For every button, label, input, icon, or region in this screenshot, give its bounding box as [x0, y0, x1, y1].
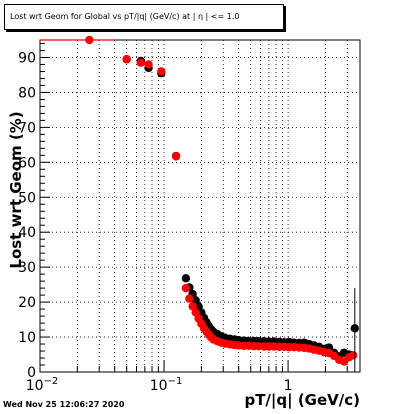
y-tick-label: 30 — [18, 260, 36, 276]
x-tick-label: 10−1 — [150, 376, 183, 394]
data-point — [157, 67, 166, 76]
timestamp: Wed Nov 25 12:06:27 2020 — [3, 400, 125, 409]
data-point — [122, 55, 131, 64]
y-tick-label: 60 — [18, 155, 36, 171]
x-axis-title: pT/|q| (GeV/c) — [244, 391, 360, 410]
data-point — [188, 302, 197, 311]
data-series — [40, 35, 359, 372]
data-point — [185, 294, 194, 303]
data-point — [136, 58, 146, 67]
data-point — [194, 302, 203, 311]
y-tick-label: 20 — [18, 295, 36, 311]
y-tick-label: 10 — [18, 330, 36, 346]
y-tick-label: 0 — [27, 365, 36, 381]
data-point — [349, 351, 358, 360]
y-tick-label: 50 — [18, 190, 36, 206]
x-tick-label: 1 — [284, 378, 293, 394]
data-point — [181, 283, 191, 293]
axis-ticks — [39, 42, 348, 373]
chart-title: Lost wrt Geom for Global vs pT/|q| (GeV/… — [4, 4, 284, 30]
tick-labels: 0 10 20 30 40 50 60 70 80 90 10−2 10−1 1 — [18, 50, 292, 394]
y-tick-label: 90 — [18, 50, 36, 66]
data-point — [144, 60, 153, 69]
grid — [39, 40, 360, 372]
series-1 — [40, 35, 358, 366]
data-point — [171, 152, 181, 161]
x-tick-label: 10−2 — [26, 376, 59, 394]
y-tick-label: 80 — [18, 85, 36, 101]
y-tick-label: 40 — [18, 225, 36, 241]
y-axis-title: Lost wrt Geom (%) — [7, 111, 25, 268]
y-tick-label: 70 — [18, 120, 36, 136]
data-point — [181, 274, 191, 283]
data-point — [85, 35, 94, 45]
plot-frame — [39, 39, 361, 373]
